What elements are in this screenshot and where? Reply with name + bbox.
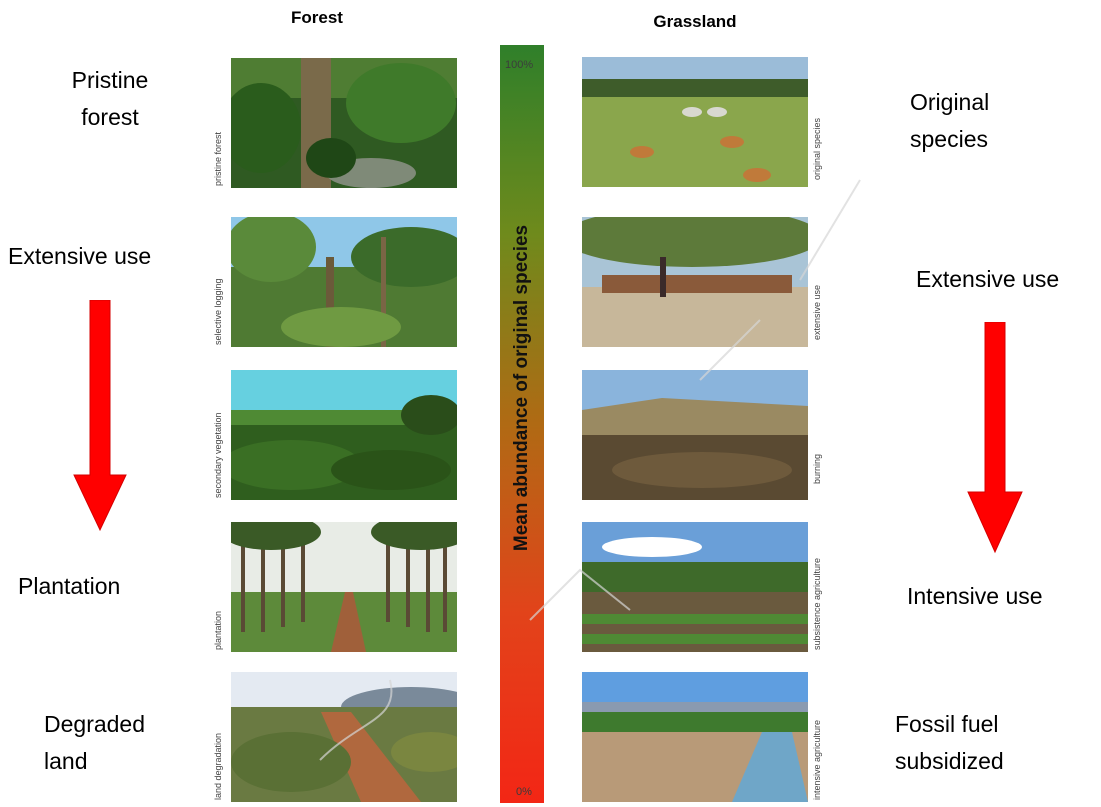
caption-selective-logging: selective logging [213,278,223,345]
label-plantation: Plantation [18,573,121,599]
photo-burning [582,370,808,500]
photo-original-species [582,57,808,187]
label-original-species: Original species [910,89,990,152]
caption-secondary-vegetation: secondary vegetation [213,412,223,498]
label-degraded-land: Degraded land [44,711,146,774]
photo-extensive-use [582,217,808,347]
photo-secondary-vegetation [231,370,457,500]
label-forest-extensive-use: Extensive use [8,243,152,269]
down-arrow-left [73,300,127,532]
caption-original-species: original species [812,117,822,180]
photo-selective-logging [231,217,457,347]
photo-plantation [231,522,457,652]
photo-intensive-agriculture [582,672,808,802]
photo-pristine-forest [231,58,457,188]
down-arrow-right [967,322,1023,554]
label-grass-extensive-use: Extensive use [916,266,1060,292]
gradient-title: Mean abundance of original species [511,224,532,552]
caption-extensive-use: extensive use [812,284,822,340]
caption-subsistence-agriculture: subsistence agriculture [812,557,822,650]
gradient-bottom-label: 0% [516,786,532,798]
label-pristine-forest: Pristine forest [71,67,149,130]
forest-header: Forest [291,8,343,27]
caption-plantation: plantation [213,610,223,650]
label-fossil-fuel-subsidized: Fossil fuel subsidized [895,711,1004,774]
caption-pristine-forest: pristine forest [213,131,223,186]
caption-intensive-agriculture: intensive agriculture [812,719,822,800]
photo-land-degradation [231,672,457,802]
abundance-gradient-bar [500,45,544,803]
caption-land-degradation: land degradation [213,732,223,800]
grassland-header: Grassland [653,12,737,31]
label-intensive-use: Intensive use [907,583,1043,609]
photo-subsistence-agriculture [582,522,808,652]
caption-burning: burning [812,453,822,484]
gradient-top-label: 100% [505,59,534,71]
